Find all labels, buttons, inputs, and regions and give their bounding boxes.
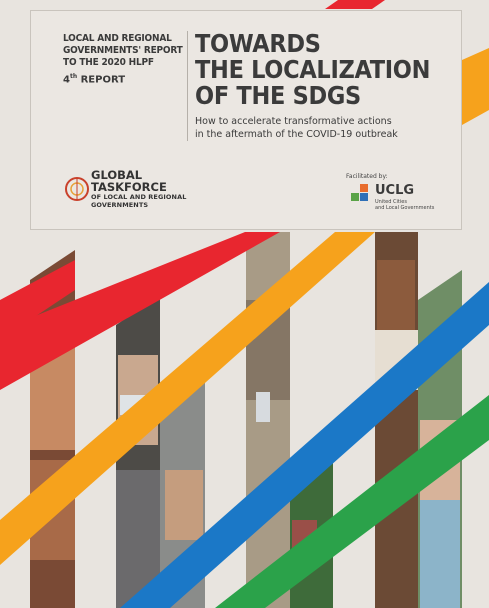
red-band-top (325, 0, 385, 9)
report-edition: 4th REPORT (63, 73, 189, 85)
photo-strips (30, 232, 462, 608)
orange-band (0, 232, 375, 565)
report-series: LOCAL AND REGIONAL GOVERNMENTS' REPORT T… (63, 33, 189, 85)
uclg-sub-line-2: and Local Governments (375, 205, 435, 211)
title-line-1: TOWARDS (195, 29, 321, 58)
gtf-line-2: TASKFORCE (91, 180, 167, 194)
gtf-line-4: GOVERNMENTS (91, 201, 149, 209)
report-subtitle: How to accelerate transformative actions… (195, 115, 445, 141)
gtf-line-3: OF LOCAL AND REGIONAL (91, 193, 187, 201)
blue-band (120, 282, 489, 608)
title-line-2: THE LOCALIZATION (195, 55, 431, 84)
title-panel: LOCAL AND REGIONAL GOVERNMENTS' REPORT T… (30, 10, 462, 230)
uclg-sub-line-1: United Cities (375, 199, 407, 205)
subtitle-line-2: in the aftermath of the COVID-19 outbrea… (195, 129, 398, 140)
subtitle-line-1: How to accelerate transformative actions (195, 116, 392, 127)
title-divider (187, 31, 188, 141)
report-kicker: LOCAL AND REGIONAL GOVERNMENTS' REPORT T… (63, 33, 183, 68)
title-line-3: OF THE SDGs (195, 81, 361, 110)
edition-label: REPORT (77, 74, 126, 86)
red-band-left (0, 260, 75, 340)
uclg-name: UCLG (375, 183, 415, 198)
edition-suffix: th (69, 73, 78, 80)
green-band (215, 395, 489, 608)
global-taskforce-logo: GLOBAL TASKFORCE OF LOCAL AND REGIONAL G… (65, 169, 215, 217)
uclg-subtitle: United Cities and Local Governments (375, 199, 445, 211)
orange-band-right (462, 48, 489, 125)
gtf-emblem-icon (65, 177, 89, 201)
gtf-line-1: GLOBAL (91, 168, 143, 182)
uclg-squares-icon (351, 184, 368, 201)
report-title: TOWARDS THE LOCALIZATION OF THE SDGs (195, 31, 455, 109)
edition-number: 4 (63, 74, 70, 86)
facilitated-by-label: Facilitated by: (346, 173, 388, 180)
uclg-logo: UCLG United Cities and Local Governments (349, 183, 449, 223)
red-band (0, 232, 280, 390)
